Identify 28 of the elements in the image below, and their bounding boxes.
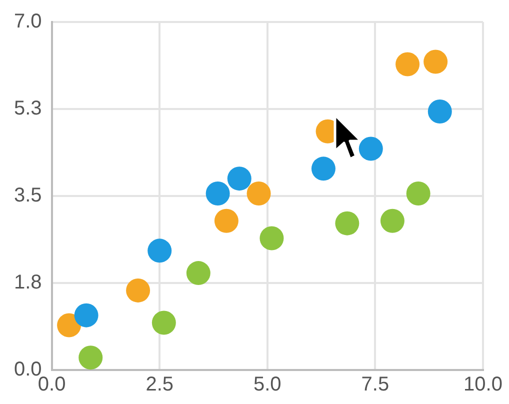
point bbox=[396, 52, 420, 76]
point bbox=[57, 313, 82, 338]
y-tick-label: 7.0 bbox=[14, 10, 42, 33]
point bbox=[335, 211, 360, 236]
point bbox=[206, 182, 230, 206]
point bbox=[74, 303, 98, 328]
x-tick-label: 5.0 bbox=[253, 374, 282, 396]
x-tick-label: 7.5 bbox=[361, 374, 390, 396]
point bbox=[406, 182, 430, 206]
point bbox=[227, 166, 252, 191]
point bbox=[311, 156, 336, 181]
point bbox=[358, 136, 383, 161]
y-tick-label: 1.8 bbox=[14, 272, 42, 294]
point bbox=[78, 346, 103, 370]
x-tick-label: 10.0 bbox=[464, 374, 502, 396]
point bbox=[428, 99, 452, 124]
point bbox=[424, 50, 448, 74]
point bbox=[126, 278, 150, 302]
x-tick-label: 2.5 bbox=[146, 374, 174, 396]
point bbox=[186, 261, 210, 286]
y-tick-label: 3.5 bbox=[14, 184, 42, 207]
point bbox=[260, 226, 284, 250]
point bbox=[148, 238, 172, 263]
y-tick-label: 5.3 bbox=[14, 98, 42, 120]
point bbox=[246, 182, 271, 206]
point bbox=[152, 310, 176, 335]
point bbox=[380, 208, 404, 233]
point bbox=[214, 208, 238, 233]
